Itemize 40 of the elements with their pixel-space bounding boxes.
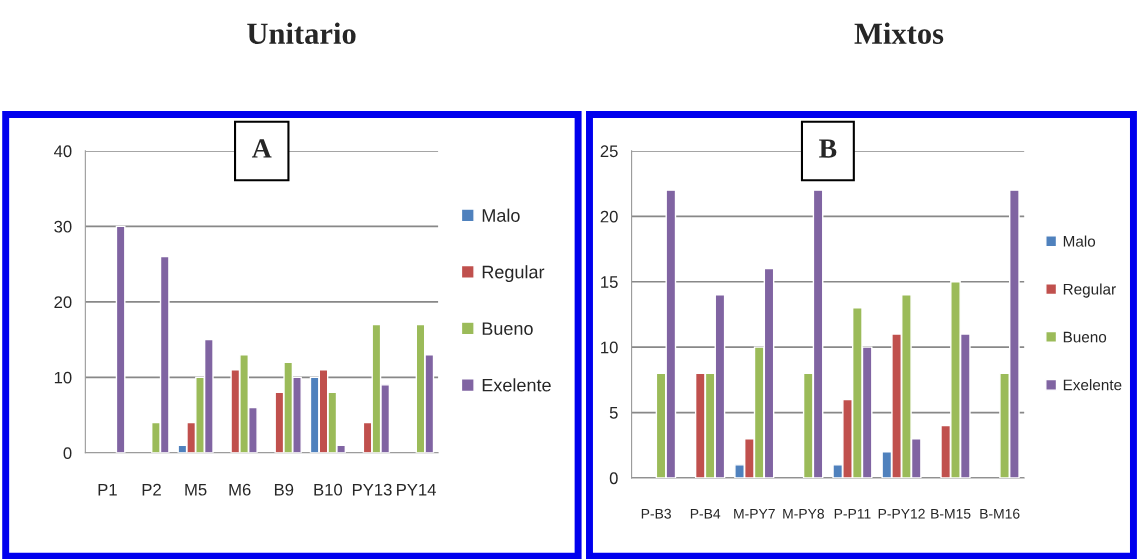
legend-label: Exelente bbox=[482, 378, 551, 392]
x-tick-label: B-M16 bbox=[980, 508, 1020, 519]
legend-label: Malo bbox=[1063, 235, 1096, 247]
x-tick-label: P-B3 bbox=[641, 508, 671, 519]
x-tick-label: M-PY7 bbox=[734, 509, 775, 519]
legend-label: Bueno bbox=[1063, 331, 1107, 343]
annotation: A bbox=[251, 139, 272, 158]
y-tick-label: 0 bbox=[63, 447, 72, 459]
y-tick-label: 20 bbox=[600, 210, 618, 223]
chart-title: Unitario bbox=[247, 22, 356, 44]
bar bbox=[115, 225, 126, 453]
x-tick-label: M6 bbox=[229, 483, 251, 496]
y-tick-label: 0 bbox=[609, 472, 618, 485]
x-tick-label: B10 bbox=[314, 483, 343, 496]
chart-title: Mixtos bbox=[854, 22, 944, 44]
x-tick-label: M5 bbox=[185, 483, 207, 496]
y-tick-label: 25 bbox=[600, 145, 618, 158]
x-tick-label: P2 bbox=[142, 483, 161, 496]
y-tick-label: 15 bbox=[601, 276, 618, 288]
legend-label: Regular bbox=[482, 265, 545, 282]
legend-label: Bueno bbox=[482, 322, 533, 335]
y-tick-label: 5 bbox=[609, 407, 618, 419]
y-tick-label: 20 bbox=[54, 296, 72, 309]
annotation: B bbox=[819, 139, 837, 158]
legend-label: Malo bbox=[482, 208, 520, 222]
x-tick-label: P-P11 bbox=[834, 509, 871, 519]
x-tick-label: P-B4 bbox=[690, 509, 721, 519]
x-tick-label: PY14 bbox=[397, 483, 436, 496]
x-tick-label: P1 bbox=[98, 483, 117, 496]
legend-label: Regular bbox=[1063, 283, 1116, 298]
y-tick-label: 10 bbox=[601, 341, 618, 354]
x-tick-label: M-PY8 bbox=[783, 508, 824, 519]
y-tick-label: 10 bbox=[54, 371, 72, 384]
x-tick-label: B9 bbox=[274, 483, 294, 496]
legend-label: Exelente bbox=[1063, 379, 1122, 391]
x-tick-label: PY13 bbox=[352, 483, 392, 496]
x-tick-label: B-M15 bbox=[931, 509, 971, 519]
x-tick-label: P-PY12 bbox=[878, 508, 925, 519]
y-tick-label: 30 bbox=[54, 220, 72, 233]
y-tick-label: 40 bbox=[54, 145, 72, 158]
